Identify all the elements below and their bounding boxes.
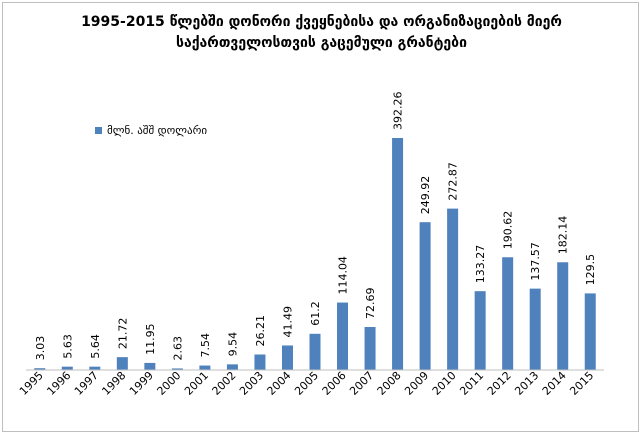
bar-2010 [447, 208, 459, 370]
data-label-2004: 41.49 [281, 306, 294, 338]
data-label-2011: 133.27 [474, 245, 487, 284]
x-tick-label-2003: 2003 [237, 369, 266, 398]
x-tick-label-2005: 2005 [292, 369, 321, 398]
x-tick-label-2004: 2004 [265, 369, 294, 398]
legend-label: მლნ. აშშ დოლარი [107, 124, 207, 137]
bar-2014 [557, 262, 569, 370]
data-label-2003: 26.21 [254, 315, 267, 347]
data-label-2012: 190.62 [502, 211, 515, 250]
x-tick-label-2014: 2014 [540, 369, 569, 398]
bar-2001 [199, 365, 211, 370]
data-label-1999: 11.95 [144, 323, 157, 355]
chart-title-line-2: საქართველოსთვის გაცემული გრანტები [176, 35, 467, 51]
legend: მლნ. აშშ დოლარი [95, 124, 207, 137]
data-label-1998: 21.72 [116, 318, 129, 350]
x-tick-label-2007: 2007 [347, 369, 376, 398]
data-label-1997: 5.64 [89, 334, 102, 359]
bar-2015 [584, 293, 596, 370]
data-label-2006: 114.04 [337, 256, 350, 295]
x-tick-label-2009: 2009 [402, 369, 431, 398]
bar-1995 [34, 368, 46, 370]
data-label-2001: 7.54 [199, 333, 212, 358]
x-tick-label-2006: 2006 [320, 369, 349, 398]
bar-2006 [337, 302, 349, 370]
x-tick-label-2015: 2015 [567, 369, 596, 398]
data-label-1996: 5.63 [61, 334, 74, 359]
bar-2004 [281, 345, 293, 370]
data-label-2007: 72.69 [364, 288, 377, 320]
data-label-2008: 392.26 [392, 92, 405, 131]
x-tick-label-2002: 2002 [210, 369, 239, 398]
x-tick-label-2010: 2010 [430, 369, 459, 398]
data-label-2000: 2.63 [171, 336, 184, 361]
x-tick-label-2001: 2001 [182, 369, 211, 398]
x-tick-label-1997: 1997 [72, 369, 101, 398]
bar-2002 [226, 364, 238, 370]
data-label-2002: 9.54 [226, 332, 239, 357]
legend-swatch [95, 127, 102, 134]
data-label-2005: 61.2 [309, 301, 322, 326]
bar-1996 [61, 366, 73, 370]
bar-2008 [392, 138, 404, 370]
bar-2009 [419, 222, 431, 370]
x-tick-label-2013: 2013 [512, 369, 541, 398]
bar-1997 [89, 366, 101, 370]
bar-2012 [502, 257, 514, 370]
bar-2003 [254, 354, 266, 370]
bar-2013 [529, 288, 541, 370]
x-tick-label-1996: 1996 [44, 369, 73, 398]
x-tick-label-2000: 2000 [155, 369, 184, 398]
x-tick-label-2011: 2011 [457, 369, 486, 398]
data-label-2015: 129.5 [584, 254, 597, 286]
bar-2011 [474, 291, 486, 370]
bar-2000 [171, 368, 183, 370]
x-tick-label-1995: 1995 [17, 369, 46, 398]
data-labels-group: 3.03 5.63 5.64 21.72 11.95 2.63 7.54 9.54 26.21 4… [34, 92, 597, 361]
bar-1999 [144, 362, 156, 370]
chart-title: 1995-2015 წლებში დონორი ქვეყნებისა და ორ… [0, 12, 643, 54]
bar-2005 [309, 333, 321, 370]
x-tick-label-1999: 1999 [127, 369, 156, 398]
data-label-2014: 182.14 [557, 216, 570, 255]
x-tick-labels-group: 1995199619971998199920002001200220032004… [17, 369, 596, 398]
chart-title-line-1: 1995-2015 წლებში დონორი ქვეყნებისა და ორ… [81, 14, 562, 30]
data-label-1995: 3.03 [34, 336, 47, 361]
bar-2007 [364, 327, 376, 370]
x-tick-label-2012: 2012 [485, 369, 514, 398]
bar-1998 [116, 357, 128, 370]
data-label-2009: 249.92 [419, 176, 432, 215]
data-label-2013: 137.57 [529, 242, 542, 281]
data-label-2010: 272.87 [447, 162, 460, 201]
bars-group [34, 138, 596, 370]
x-tick-label-1998: 1998 [99, 369, 128, 398]
x-tick-label-2008: 2008 [375, 369, 404, 398]
